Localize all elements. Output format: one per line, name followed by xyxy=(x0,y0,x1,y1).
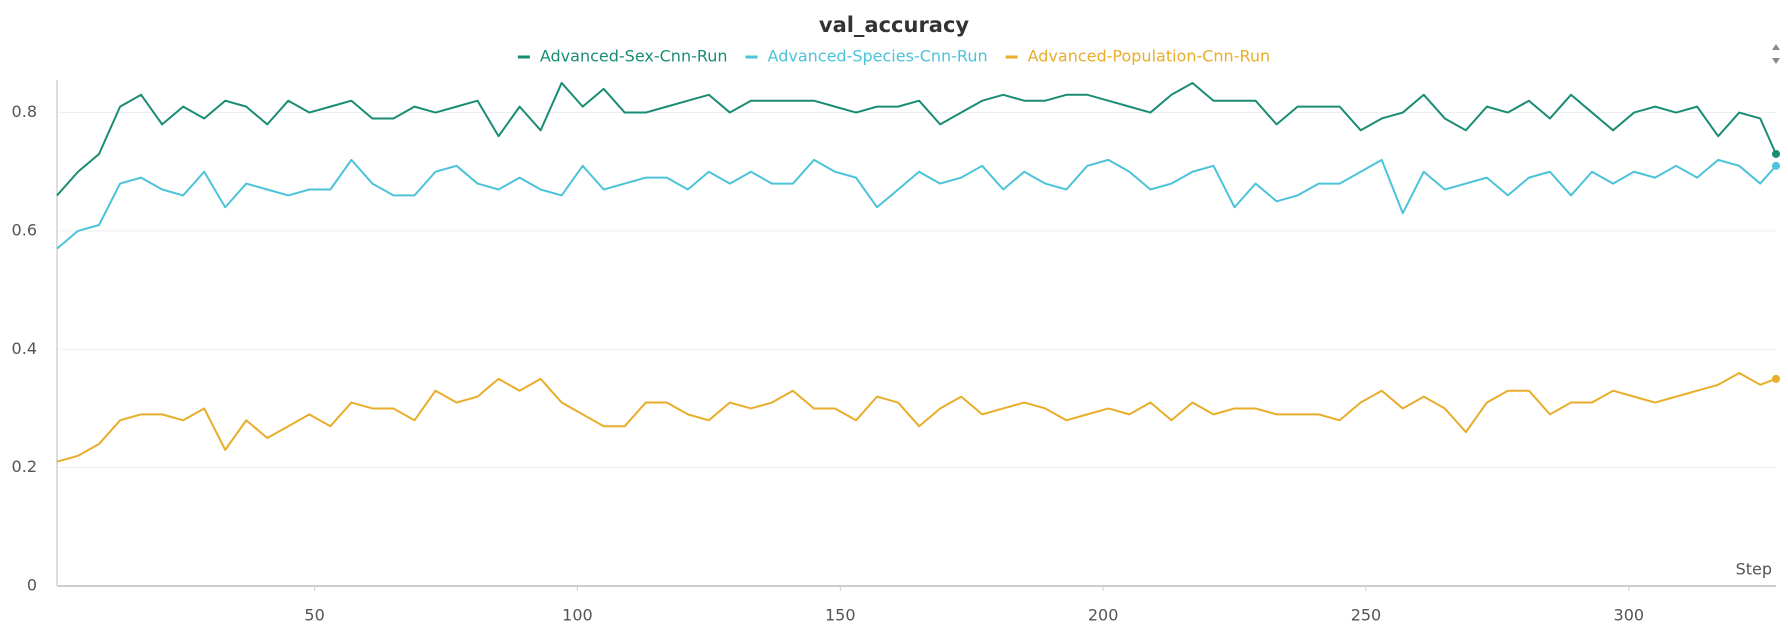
legend-label: Advanced-Sex-Cnn-Run xyxy=(540,47,728,66)
series-line xyxy=(56,371,1777,463)
y-tick-label: 0.8 xyxy=(12,102,37,121)
legend-label: Advanced-Population-Cnn-Run xyxy=(1028,47,1271,66)
series-line xyxy=(56,81,1777,197)
scroll-icon[interactable] xyxy=(1772,44,1780,64)
series-line xyxy=(56,158,1777,250)
x-tick-label: 150 xyxy=(825,606,856,625)
y-tick-label: 0.2 xyxy=(12,457,37,476)
legend-label: Advanced-Species-Cnn-Run xyxy=(768,47,988,66)
x-tick-label: 100 xyxy=(562,606,593,625)
x-axis-label: Step xyxy=(1736,560,1772,579)
x-tick-label: 300 xyxy=(1614,606,1645,625)
end-point xyxy=(1772,161,1780,170)
y-tick-label: 0.6 xyxy=(12,220,37,239)
end-point xyxy=(1772,149,1780,158)
x-tick-label: 250 xyxy=(1351,606,1382,625)
y-tick-label: 0 xyxy=(27,576,37,595)
y-tick-label: 0.4 xyxy=(12,339,37,358)
end-point xyxy=(1772,374,1780,383)
chart-title: val_accuracy xyxy=(819,13,970,37)
x-tick-label: 50 xyxy=(304,606,324,625)
legend: Advanced-Sex-Cnn-Run Advanced-Species-Cnn… xyxy=(517,47,1271,66)
x-tick-label: 200 xyxy=(1088,606,1119,625)
